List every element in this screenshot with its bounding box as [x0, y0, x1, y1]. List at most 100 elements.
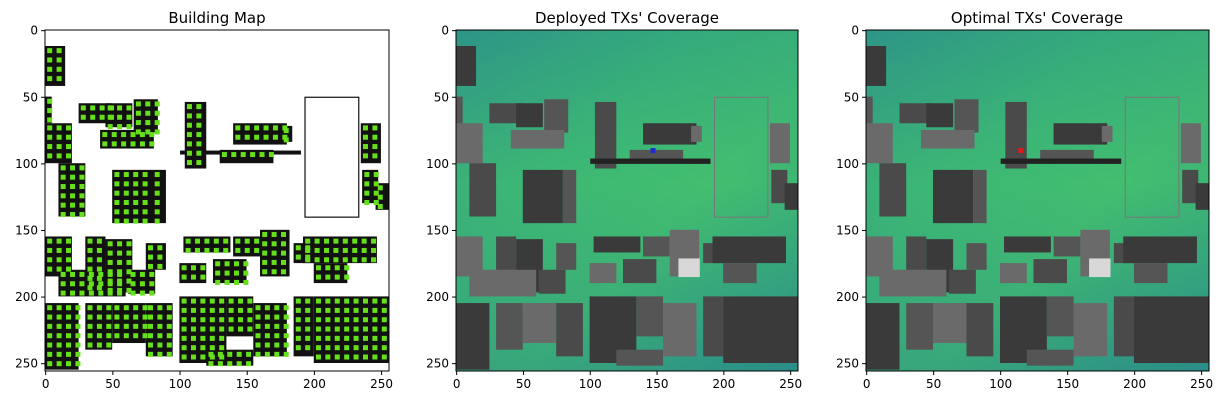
candidate-point: [325, 326, 331, 332]
candidate-point: [228, 317, 234, 323]
candidate-point: [344, 274, 350, 280]
candidate-point: [123, 305, 129, 311]
building: [954, 99, 979, 133]
building: [233, 123, 287, 145]
candidate-point: [344, 345, 350, 351]
candidate-point: [215, 279, 221, 285]
candidate-point: [283, 333, 289, 339]
candidate-point: [56, 342, 62, 348]
candidate-point: [154, 190, 160, 196]
candidate-point: [209, 345, 215, 351]
building: [562, 169, 577, 224]
candidate-point: [264, 351, 270, 357]
candidate-point: [181, 345, 187, 351]
x-tick-label: 0: [42, 377, 50, 391]
candidate-point: [333, 257, 339, 263]
building: [152, 169, 166, 224]
building: [456, 303, 490, 370]
candidate-point: [262, 259, 268, 265]
x-tick-label: 200: [1123, 377, 1146, 391]
candidate-point: [157, 342, 163, 348]
candidate-point: [344, 298, 350, 304]
candidate-point: [238, 307, 244, 313]
candidate-point: [66, 314, 72, 320]
candidate-point: [200, 265, 206, 271]
building: [1195, 183, 1209, 210]
candidate-point: [344, 265, 350, 271]
candidate-point: [47, 134, 53, 140]
candidate-point: [135, 110, 141, 116]
candidate-point: [56, 125, 62, 131]
candidate-point: [371, 257, 377, 263]
candidate-point: [185, 238, 191, 244]
candidate-point: [70, 202, 76, 208]
candidate-point: [352, 238, 358, 244]
candidate-point: [135, 120, 141, 126]
candidate-point: [142, 190, 148, 196]
candidate-point: [315, 274, 321, 280]
building: [999, 263, 1027, 284]
candidate-point: [123, 190, 129, 196]
candidate-point: [79, 290, 85, 296]
candidate-point: [47, 98, 53, 104]
candidate-point: [133, 181, 139, 187]
candidate-point: [157, 351, 163, 357]
candidate-point: [121, 141, 127, 147]
candidate-point: [87, 342, 93, 348]
candidate-point: [114, 305, 120, 311]
candidate-point: [154, 172, 160, 178]
building: [469, 163, 497, 217]
candidate-point: [305, 335, 311, 341]
candidate-point: [133, 323, 139, 329]
candidate-point: [254, 134, 260, 140]
candidate-point: [75, 361, 81, 367]
deployed-transmitter-marker: [650, 148, 656, 154]
building: [663, 303, 697, 357]
candidate-point: [263, 125, 269, 131]
candidate-point: [315, 307, 321, 313]
candidate-point: [282, 125, 288, 131]
candidate-point: [107, 250, 113, 256]
building: [906, 303, 933, 350]
candidate-point: [87, 323, 93, 329]
candidate-point: [200, 307, 206, 313]
candidate-point: [60, 290, 66, 296]
candidate-point: [90, 105, 96, 111]
candidate-point: [60, 165, 66, 171]
candidate-point: [215, 261, 221, 267]
candidate-point: [200, 298, 206, 304]
candidate-point: [334, 354, 340, 360]
candidate-point: [79, 193, 85, 199]
candidate-point: [157, 305, 163, 311]
candidate-point: [200, 354, 206, 360]
candidate-point: [79, 202, 85, 208]
building-outline: [1124, 96, 1180, 218]
candidate-point: [117, 241, 123, 247]
building: [899, 103, 933, 124]
candidate-point: [219, 345, 225, 351]
candidate-point: [133, 218, 139, 224]
candidate-point: [264, 305, 270, 311]
candidate-point: [56, 305, 62, 311]
candidate-point: [372, 354, 378, 360]
candidate-point: [133, 333, 139, 339]
candidate-point: [255, 351, 261, 357]
candidate-point: [315, 345, 321, 351]
candidate-point: [246, 361, 252, 367]
candidate-point: [66, 342, 72, 348]
candidate-point: [66, 238, 72, 244]
candidate-point: [154, 199, 160, 205]
candidate-point: [126, 114, 132, 120]
candidate-point: [107, 278, 113, 284]
candidate-point: [372, 125, 378, 131]
candidate-point: [66, 144, 72, 150]
candidate-point: [334, 345, 340, 351]
candidate-point: [243, 270, 249, 276]
candidate-point: [87, 314, 93, 320]
candidate-point: [47, 117, 53, 123]
candidate-point: [254, 247, 260, 253]
building: [556, 303, 583, 357]
building: [58, 163, 86, 217]
candidate-point: [325, 335, 331, 341]
